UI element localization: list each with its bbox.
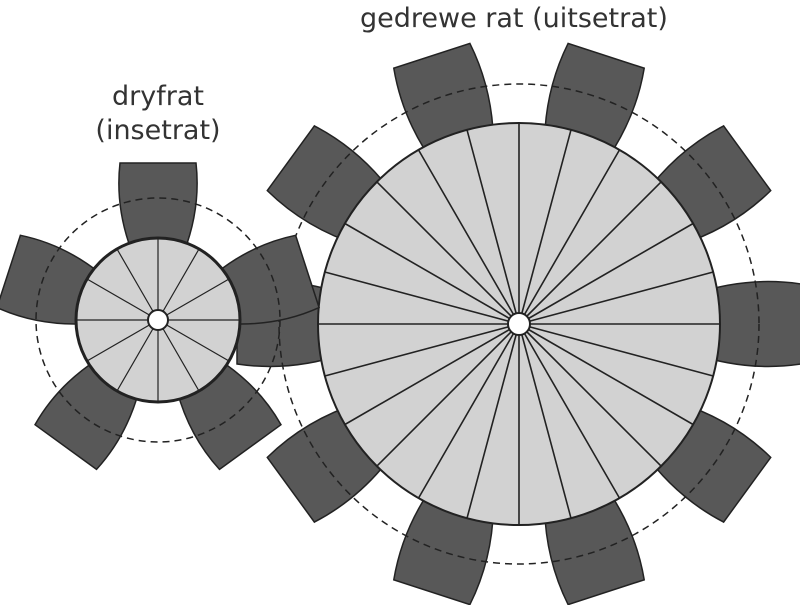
- gear-spoke: [157, 248, 200, 321]
- gear-spoke: [518, 323, 621, 499]
- driver-gear-label-line2: (insetrat): [95, 115, 221, 146]
- gear-spoke: [376, 323, 520, 467]
- driver-gear-label-line1: dryfrat: [112, 81, 204, 112]
- gear-hub: [507, 312, 531, 336]
- driven-gear: [236, 42, 800, 605]
- pitch-circle: [278, 83, 760, 565]
- gear-spoke: [518, 271, 714, 325]
- driver-gear: [0, 162, 321, 471]
- pitch-circle: [35, 197, 281, 443]
- gear-spoke: [518, 323, 572, 519]
- gear-spoke: [417, 149, 520, 325]
- gear-spoke: [86, 278, 159, 321]
- gear-spoke: [324, 323, 520, 377]
- gear-spoke: [518, 149, 621, 325]
- gear-spoke: [518, 181, 662, 325]
- gear-tooth: [0, 234, 103, 325]
- gear-spoke: [116, 248, 159, 321]
- gear-spoke: [157, 319, 230, 362]
- gear-spoke: [417, 323, 520, 499]
- gear-spoke: [116, 319, 159, 392]
- driven-gear-label: gedrewe rat (uitsetrat): [360, 3, 668, 34]
- gear-spoke: [86, 319, 159, 362]
- gear-hub: [147, 309, 169, 331]
- gear-spoke: [518, 129, 572, 325]
- gear-spoke: [518, 323, 714, 377]
- gear-spoke: [376, 181, 520, 325]
- gear-spoke: [344, 222, 520, 325]
- gear-tooth: [693, 280, 800, 368]
- gear-tooth: [118, 162, 198, 253]
- gear-spoke: [518, 222, 694, 325]
- gear-spoke: [324, 271, 520, 325]
- gear-spoke: [518, 323, 694, 426]
- gear-spoke: [157, 319, 200, 392]
- driver-gear-label: dryfrat (insetrat): [88, 80, 228, 148]
- gear-spoke: [157, 278, 230, 321]
- gear-spoke: [466, 129, 520, 325]
- gear-spoke: [518, 323, 662, 467]
- gear-spoke: [344, 323, 520, 426]
- gear-spoke: [466, 323, 520, 519]
- gear-tooth: [213, 234, 321, 325]
